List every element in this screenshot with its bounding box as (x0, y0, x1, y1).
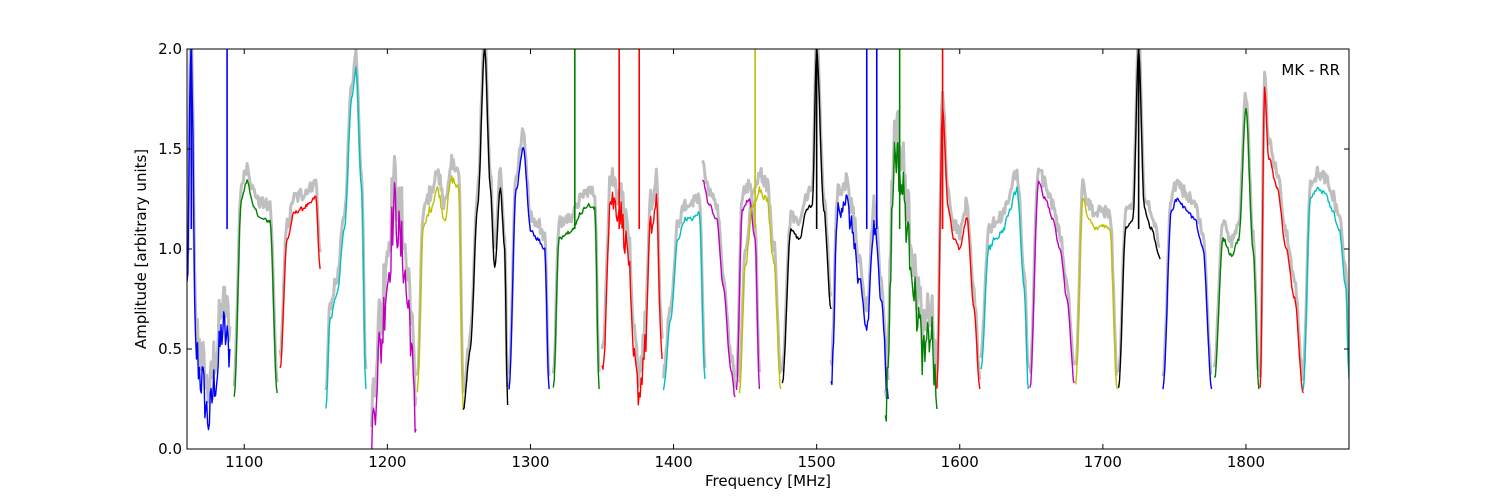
series-line (830, 194, 889, 400)
envelope-line (883, 109, 939, 399)
envelope-line (1301, 165, 1349, 372)
envelope-line (701, 159, 737, 389)
envelope-line (600, 167, 664, 388)
x-tick-label: 1600 (941, 453, 979, 471)
series-line (662, 211, 706, 391)
envelope-line (1074, 178, 1119, 376)
envelope-line (780, 49, 833, 372)
y-axis-ticks: 0.0 0.5 1.0 1.5 2.0 (158, 40, 1349, 458)
series-line (702, 179, 736, 398)
envelope-line (737, 166, 783, 383)
plot-annotation: MK - RR (1281, 61, 1340, 79)
series-line (1213, 107, 1260, 390)
x-tick-label: 1100 (225, 453, 263, 471)
envelope-line (662, 192, 707, 379)
series-line (371, 182, 417, 449)
series-line (936, 106, 981, 390)
series-line (462, 49, 509, 411)
x-axis-ticks: 1100 1200 1300 1400 1500 1600 1700 1800 (225, 49, 1265, 471)
series-layer (187, 49, 1349, 449)
x-tick-label: 1200 (368, 453, 406, 471)
envelope-line (415, 153, 465, 391)
envelope-layer (187, 49, 1349, 428)
y-tick-label: 0.0 (158, 440, 182, 458)
series-line (1259, 86, 1304, 394)
series-line (552, 202, 600, 390)
envelope-line (507, 127, 551, 377)
envelope-line (232, 162, 279, 387)
series-line (325, 66, 367, 409)
series-line (884, 141, 938, 422)
x-tick-label: 1300 (511, 453, 549, 471)
x-tick-label: 1800 (1227, 453, 1265, 471)
series-line (601, 191, 663, 406)
envelope-line (1117, 49, 1161, 373)
series-line (1075, 197, 1118, 390)
series-line (1162, 197, 1213, 390)
series-line (1029, 180, 1075, 388)
series-line (233, 179, 278, 397)
envelope-line (935, 90, 982, 380)
y-axis-label: Amplitude [arbitrary units] (132, 149, 150, 349)
x-tick-label: 1400 (654, 453, 692, 471)
envelope-line (278, 178, 322, 358)
envelope-line (461, 49, 510, 393)
envelope-line (370, 155, 418, 428)
envelope-line (829, 172, 890, 381)
envelope-line (1028, 167, 1076, 374)
y-tick-label: 1.5 (158, 140, 182, 158)
series-line (508, 146, 550, 390)
x-tick-label: 1700 (1084, 453, 1122, 471)
series-line (735, 198, 761, 391)
y-tick-label: 1.0 (158, 240, 182, 258)
series-line (738, 185, 782, 394)
series-line (1302, 186, 1349, 391)
envelope-line (979, 168, 1030, 369)
series-line (416, 175, 464, 410)
x-tick-label: 1500 (798, 453, 836, 471)
envelope-line (1161, 178, 1213, 377)
envelope-line (551, 185, 601, 374)
series-line (187, 49, 231, 431)
series-line (980, 186, 1030, 390)
y-tick-label: 2.0 (158, 40, 182, 58)
series-line (279, 195, 321, 369)
series-line (781, 49, 832, 384)
y-tick-label: 0.5 (158, 340, 182, 358)
x-axis-label: Frequency [MHz] (705, 472, 831, 490)
